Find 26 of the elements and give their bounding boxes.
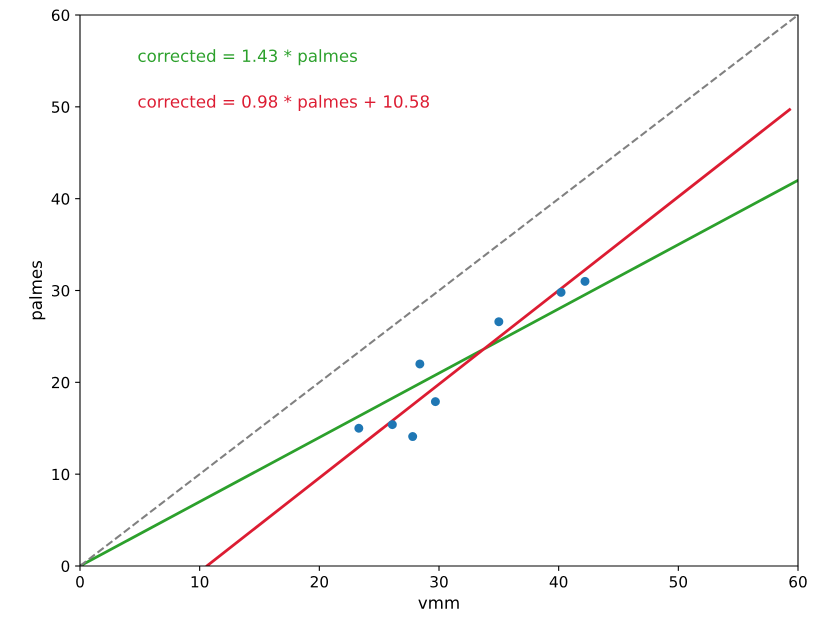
x-tick-label: 60 (789, 576, 807, 588)
y-tick-label: 10 (52, 468, 70, 480)
x-tick-label: 50 (670, 576, 688, 588)
point (580, 276, 590, 286)
x-tick-label: 40 (550, 576, 568, 588)
point (415, 359, 424, 368)
point (354, 424, 364, 433)
point (430, 397, 440, 406)
y-tick-label: 30 (52, 284, 70, 297)
point (494, 317, 504, 326)
point (408, 432, 418, 442)
x-tick-label: 20 (310, 576, 328, 588)
y-tick-label: 20 (52, 376, 70, 388)
point (556, 288, 566, 297)
annotation: corrected = 0.98 * palmes + 10.58 (138, 94, 429, 112)
x-tick-label: 30 (430, 576, 448, 588)
point (388, 420, 397, 430)
y-tick-label: 50 (52, 101, 70, 113)
y-tick-label: 0 (62, 560, 70, 572)
y-axis-title: palmes (29, 261, 46, 320)
y-tick-label: 60 (52, 9, 70, 22)
x-tick-label: 0 (76, 576, 84, 588)
y-tick-label: 40 (52, 193, 70, 205)
x-axis-title: vmm (418, 599, 459, 609)
x-tick-label: 10 (192, 576, 208, 588)
annotation: corrected = 1.43 * palmes (138, 49, 358, 66)
